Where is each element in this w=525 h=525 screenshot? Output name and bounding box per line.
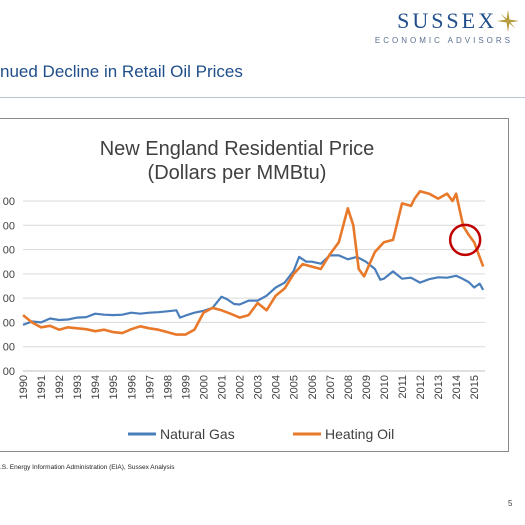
x-tick-label: 2008 bbox=[343, 375, 355, 399]
x-tick-label: 2002 bbox=[235, 375, 247, 399]
x-tick-label: 2004 bbox=[271, 375, 283, 399]
gridlines bbox=[23, 200, 485, 372]
x-tick-label: 1993 bbox=[72, 375, 84, 399]
y-tick-label: 00 bbox=[3, 196, 15, 208]
x-tick-label: 2013 bbox=[433, 375, 445, 399]
series-lines bbox=[22, 190, 485, 336]
x-tick-label: 1999 bbox=[180, 375, 192, 399]
title-divider bbox=[0, 97, 525, 98]
x-tick-label: 2005 bbox=[289, 375, 301, 399]
x-tick-label: 2006 bbox=[307, 375, 319, 399]
x-tick-label: 2000 bbox=[198, 375, 210, 399]
x-tick-label: 1992 bbox=[54, 375, 66, 399]
legend-label: Natural Gas bbox=[160, 426, 235, 442]
x-tick-label: 2011 bbox=[397, 375, 409, 399]
y-tick-label: 00 bbox=[3, 366, 15, 378]
x-tick-label: 1995 bbox=[108, 375, 120, 399]
page-number: 5 bbox=[508, 499, 513, 508]
line-chart: New England Residential Price (Dollars p… bbox=[3, 138, 485, 442]
y-tick-label: 00 bbox=[3, 317, 15, 329]
source-note: .S. Energy Information Administration (E… bbox=[0, 464, 175, 471]
y-tick-label: 00 bbox=[3, 293, 15, 305]
compass-star-icon bbox=[497, 10, 519, 32]
x-tick-label: 1994 bbox=[90, 375, 102, 399]
annotations bbox=[448, 223, 482, 257]
x-tick-label: 2001 bbox=[217, 375, 229, 399]
x-tick-label: 2012 bbox=[415, 375, 427, 399]
x-tick-label: 1998 bbox=[162, 375, 174, 399]
x-tick-label: 2015 bbox=[469, 375, 481, 399]
x-tick-label: 2010 bbox=[379, 375, 391, 399]
x-axis-ticks: 1990 1991 1992 1993 1994 1995 1996 1997 1998 1999… bbox=[18, 375, 481, 399]
chart-legend: Natural Gas Heating Oil bbox=[128, 426, 394, 442]
chart-subtitle: (Dollars per MMBtu) bbox=[148, 162, 327, 184]
highlight-circle bbox=[448, 223, 482, 257]
y-tick-label: 00 bbox=[3, 342, 15, 354]
x-tick-label: 1996 bbox=[126, 375, 138, 399]
legend-label: Heating Oil bbox=[325, 426, 394, 442]
company-logo: SUSSEX ECONOMIC ADVISORS bbox=[369, 8, 519, 48]
x-tick-label: 1997 bbox=[144, 375, 156, 399]
x-tick-label: 1991 bbox=[36, 375, 48, 399]
x-tick-label: 2003 bbox=[253, 375, 265, 399]
heating-oil-line bbox=[22, 190, 485, 336]
y-tick-label: 00 bbox=[3, 245, 15, 257]
y-tick-label: 00 bbox=[3, 220, 15, 232]
slide-title: nued Decline in Retail Oil Prices bbox=[0, 62, 243, 81]
x-tick-label: 2007 bbox=[325, 375, 337, 399]
logo-wordmark: SUSSEX bbox=[397, 8, 497, 33]
y-tick-label: 00 bbox=[3, 269, 15, 281]
chart-title: New England Residential Price bbox=[100, 138, 375, 160]
x-tick-label: 1990 bbox=[18, 375, 30, 399]
x-tick-label: 2014 bbox=[451, 375, 463, 399]
y-axis-ticks: 00 00 00 00 00 00 00 00 bbox=[3, 196, 15, 378]
x-tick-label: 2009 bbox=[361, 375, 373, 399]
logo-subtitle: ECONOMIC ADVISORS bbox=[374, 36, 513, 45]
natural-gas-line bbox=[22, 254, 485, 326]
chart-frame: New England Residential Price (Dollars p… bbox=[0, 118, 509, 452]
